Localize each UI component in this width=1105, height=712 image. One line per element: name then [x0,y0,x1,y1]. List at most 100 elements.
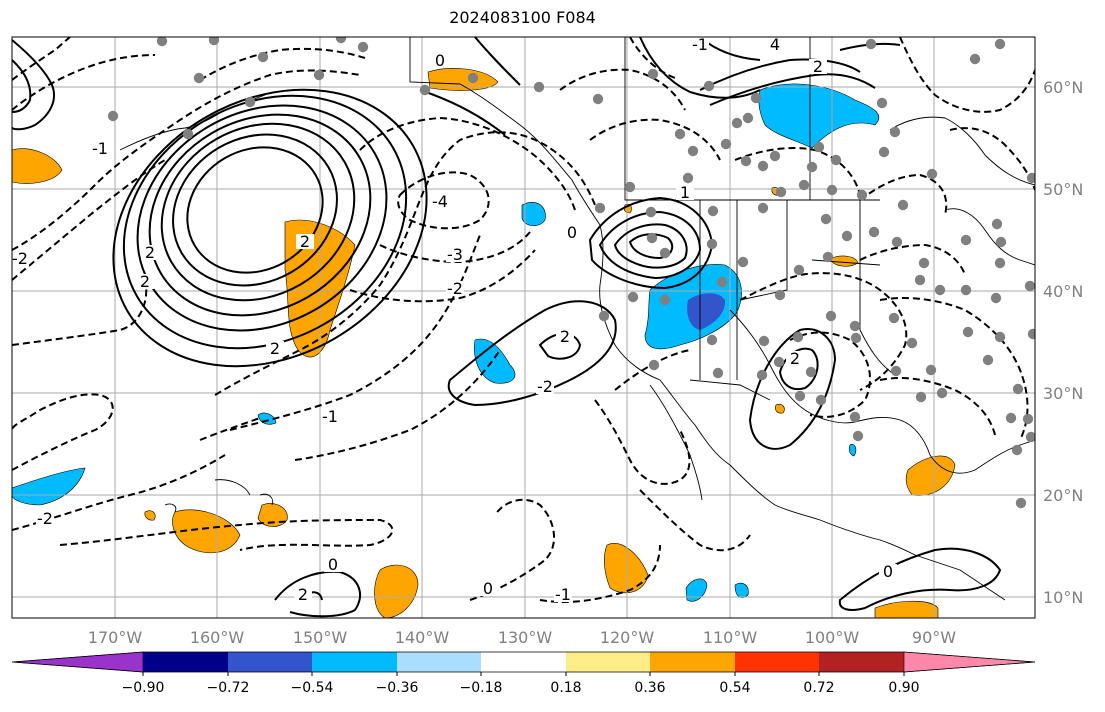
station-dot [313,69,325,81]
station-dot [419,84,431,96]
longitude-label: 90°W [912,628,956,647]
station-dot [990,292,1002,304]
station-dot [822,251,834,263]
station-dot [674,128,686,140]
station-dot [849,320,861,332]
station-dot [793,264,805,276]
longitude-label: 170°W [88,628,143,647]
station-dot [878,146,890,158]
station-dot [467,72,479,84]
station-dot [889,126,901,138]
contour-label: 2 [813,57,823,76]
station-dot [960,284,972,296]
station-dot [193,72,205,84]
contour-label: 0 [328,555,338,574]
contour-label: -4 [432,192,448,211]
station-dot [1015,497,1027,509]
map-frame [11,36,1036,619]
contour-label-bg [536,379,554,394]
station-dot [849,411,861,423]
colorbar-segment [397,652,481,672]
station-dot [1005,412,1017,424]
station-dot [841,230,853,242]
contour-label: 0 [567,223,577,242]
station-dot [624,181,636,193]
colorbar-segment [735,652,819,672]
contour-label-bg [786,351,804,366]
station-dot [712,367,724,379]
station-dot [1027,328,1035,340]
station-dot [646,232,658,244]
station-dot [592,93,604,105]
contour-label-bg [91,141,109,156]
latitude-label: 40°N [1043,282,1083,301]
colorbar [11,651,1036,673]
station-dot [773,356,785,368]
contour-label: -2 [537,377,553,396]
contour-label: 2 [300,232,310,251]
station-dot [792,331,804,343]
station-dot [936,387,948,399]
station-dot [915,391,927,403]
latitude-label: 50°N [1043,180,1083,199]
station-dot [107,110,119,122]
colorbar-tick-label: 0.72 [803,680,834,696]
station-dot [876,97,888,109]
station-dot [969,53,981,65]
colorbar-tick-label: −0.54 [291,680,334,696]
contour-label-bg [294,587,312,602]
colorbar-tick-labels: −0.90 −0.72 −0.54 −0.36 −0.18 0.18 0.36 0.54 0.7… [122,672,920,696]
station-dot [647,68,659,80]
colorbar-tick-label: 0.90 [888,680,919,696]
station-dot [627,291,639,303]
station-dot [742,112,754,124]
colorbar-segment [228,652,312,672]
colorbar-segment [819,652,904,672]
chart-title: 2024083100 F084 [449,8,596,27]
contour-label: -1 [322,407,338,426]
contour-label-bg [12,251,29,266]
contour-label: -2 [12,249,28,268]
station-dot [731,117,743,129]
longitude-label: 160°W [190,628,245,647]
station-dot [1026,172,1035,184]
colorbar-segment [312,652,397,672]
contour-label-bg [266,341,284,356]
contour-label: 2 [560,327,570,346]
station-dot [820,213,832,225]
station-dot [806,161,818,173]
station-dot [740,155,752,167]
colorbar-tick-label: −0.90 [122,680,165,696]
latitude-label: 20°N [1043,486,1083,505]
contour-label: 0 [483,579,493,598]
station-dot [825,310,837,322]
station-dot [659,247,671,259]
station-dot [687,145,699,157]
station-dot [891,236,903,248]
contour-label-bg [556,329,574,344]
colorbar-extend-high [903,651,1036,673]
station-dot [850,332,862,344]
latitude-label: 60°N [1043,78,1083,97]
station-dot [156,37,168,47]
station-dot [1011,444,1023,456]
station-dot [1024,280,1035,292]
colorbar-segment [481,652,566,672]
station-dot [774,289,786,301]
contour-label-bg [136,274,154,289]
station-dot [865,38,877,50]
station-dot [335,37,347,44]
longitude-label: 110°W [703,628,758,647]
station-dot [897,199,909,211]
contour-label: -1 [692,35,708,54]
colorbar-tick-label: −0.72 [207,680,250,696]
contour-label-bg [446,247,464,262]
colorbar-tick-label: 0.18 [550,680,581,696]
station-dot [994,331,1006,343]
colorbar-extend-low [11,651,144,673]
station-dot [1012,383,1024,395]
contour-label-bg [141,245,159,260]
station-dot [995,236,1007,248]
station-dot [852,430,864,442]
contour-label: -1 [92,139,108,158]
